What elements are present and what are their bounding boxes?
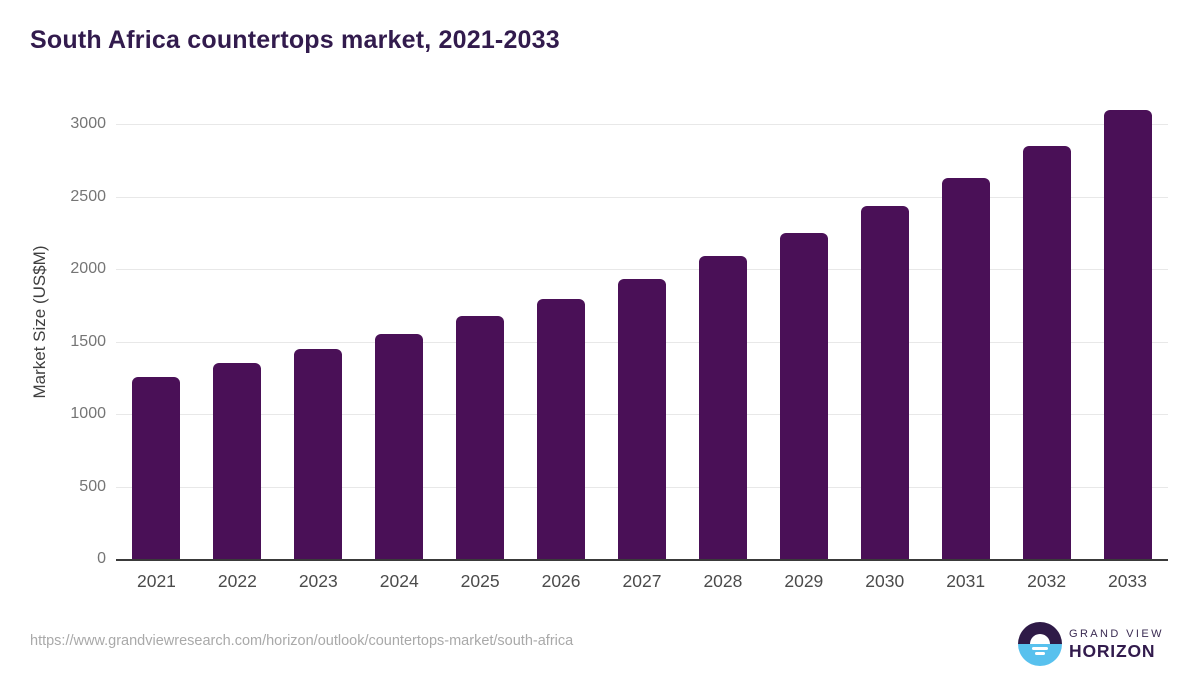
x-axis-labels: 2021 2022 2023 2024 2025 2026 2027 2028 2029 2030… [116, 571, 1168, 591]
x-tick-label-2022: 2022 [217, 571, 257, 591]
gridline-2000 [116, 269, 1168, 270]
x-tick-label-2032: 2032 [1027, 571, 1067, 591]
logo-brand-name: GRAND VIEW [1069, 627, 1164, 640]
bar-slot-2032 [1006, 124, 1087, 559]
bar-2028 [698, 255, 747, 559]
plot-area [116, 110, 1168, 561]
y-tick-label-2500: 2500 [70, 187, 106, 205]
x-tick-label-2033: 2033 [1108, 571, 1147, 591]
logo-product-name: HORIZON [1069, 640, 1156, 661]
bar-2032 [1022, 146, 1071, 559]
sun-reflection-line [1035, 652, 1045, 655]
x-tick-label-2031: 2031 [946, 571, 986, 591]
gridline-3000 [116, 124, 1168, 125]
logo-text: GRAND VIEW HORIZON [1069, 628, 1164, 661]
bar-slot-2028 [682, 124, 763, 559]
bar-2031 [941, 177, 990, 559]
bar-2026 [537, 298, 586, 559]
bar-slot-2025 [440, 124, 521, 559]
bar-2027 [617, 279, 666, 559]
bar-slot-2021 [116, 124, 197, 559]
bar-2023 [294, 349, 343, 559]
bar-2022 [213, 363, 262, 559]
x-tick-label-2029: 2029 [784, 571, 824, 591]
y-axis-ticks: 0 500 1000 1500 2000 2500 3000 [0, 115, 106, 567]
y-tick-label-1500: 1500 [70, 332, 106, 350]
x-tick-label-2025: 2025 [460, 571, 500, 591]
y-tick-label-500: 500 [79, 477, 106, 495]
y-tick-label-0: 0 [97, 550, 106, 567]
x-tick-label-2026: 2026 [541, 571, 581, 591]
bar-2029 [779, 232, 828, 559]
y-tick-label-2000: 2000 [70, 260, 106, 277]
chart-title: South Africa countertops market, 2021-20… [30, 26, 560, 54]
bars-container [116, 110, 1168, 559]
bar-2030 [860, 205, 909, 559]
bar-2021 [132, 377, 181, 559]
bar-slot-2026 [521, 124, 602, 559]
x-tick-label-2030: 2030 [865, 571, 905, 591]
gridline-2500 [116, 196, 1168, 198]
x-tick-label-2023: 2023 [298, 571, 338, 591]
bar-slot-2027 [602, 124, 683, 559]
grand-view-horizon-logo: GRAND VIEW HORIZON [1018, 622, 1164, 666]
x-tick-label-2028: 2028 [703, 571, 743, 591]
x-tick-label-2021: 2021 [136, 571, 176, 591]
y-tick-label-1000: 1000 [70, 405, 106, 422]
bar-slot-2031 [925, 124, 1006, 559]
bar-2024 [375, 333, 424, 559]
bar-slot-2023 [278, 124, 359, 559]
bar-slot-2022 [197, 124, 278, 559]
x-tick-label-2024: 2024 [379, 571, 419, 591]
source-url: https://www.grandviewresearch.com/horizo… [30, 633, 574, 649]
bar-2025 [456, 316, 505, 559]
y-tick-label-3000: 3000 [70, 115, 106, 132]
bar-slot-2029 [763, 124, 844, 559]
horizon-sun-icon [1018, 622, 1062, 666]
bar-slot-2024 [359, 124, 440, 559]
sun-shape [1030, 634, 1050, 644]
x-tick-label-2027: 2027 [622, 571, 662, 591]
bar-2033 [1103, 110, 1152, 559]
sun-reflection-line [1032, 647, 1048, 650]
bar-slot-2033 [1087, 110, 1168, 559]
bar-slot-2030 [844, 124, 925, 559]
